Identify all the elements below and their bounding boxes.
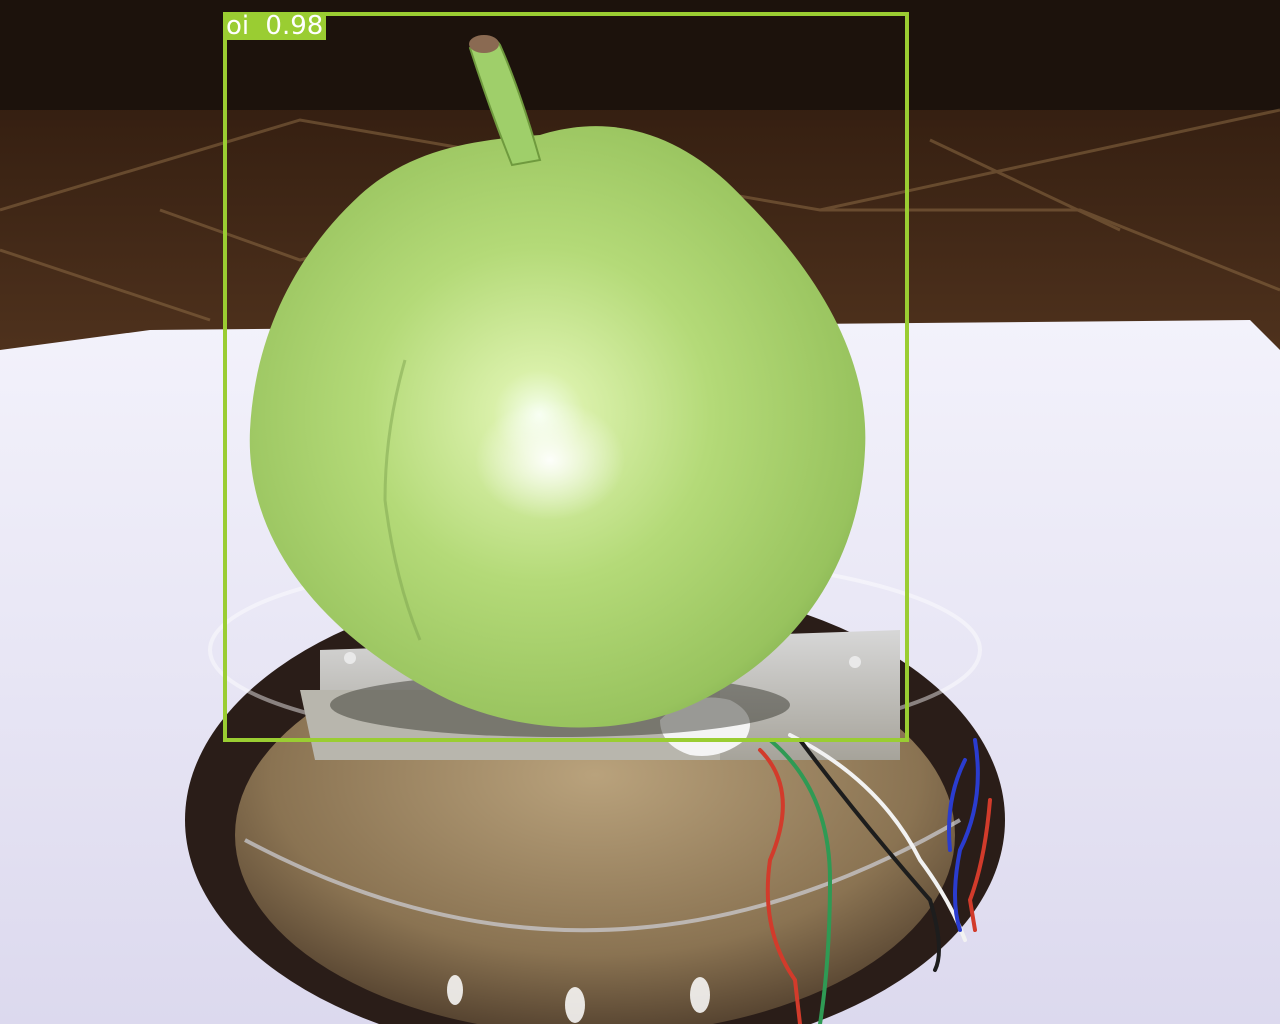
detection-score: 0.98 <box>265 11 324 41</box>
detection-label: oi 0.98 <box>223 11 327 41</box>
detection-class-label: oi <box>226 11 250 41</box>
background-wall <box>0 0 1280 110</box>
bowl-holes <box>447 975 710 1023</box>
detection-bounding-box <box>223 12 909 742</box>
fruit-highlight <box>475 400 625 520</box>
wires <box>758 733 992 1024</box>
